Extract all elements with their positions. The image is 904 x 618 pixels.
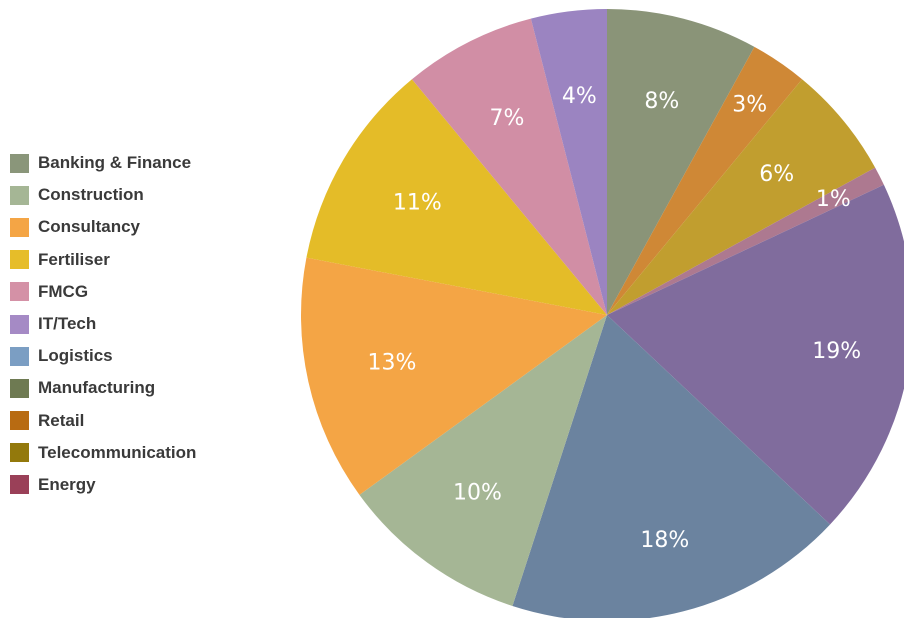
slice-percent-label: 3% (732, 92, 767, 117)
legend-item: FMCG (10, 276, 196, 308)
pie-slice (359, 315, 607, 607)
legend-swatch (10, 282, 29, 302)
legend-item: Manufacturing (10, 372, 196, 404)
legend-item: Retail (10, 405, 196, 437)
legend-swatch (10, 346, 29, 366)
pie-slice (607, 167, 884, 315)
legend-swatch (10, 314, 29, 334)
legend-swatch (10, 443, 29, 463)
legend-label: Consultancy (38, 217, 141, 237)
legend-swatch (10, 217, 29, 237)
legend-item: Construction (10, 179, 196, 211)
legend-label: Manufacturing (38, 378, 156, 398)
legend-item: IT/Tech (10, 308, 196, 340)
pie-slice (301, 257, 607, 495)
legend-swatch (10, 250, 29, 270)
pie-slice (306, 79, 607, 315)
legend-label: FMCG (38, 281, 89, 301)
slice-percent-label: 7% (490, 106, 525, 131)
legend-swatch (10, 475, 29, 495)
pie-slice (607, 9, 755, 315)
chart-legend: Banking & Finance Construction Consultancy… (10, 147, 196, 501)
pie-slice (607, 79, 876, 315)
legend-item: Banking & Finance (10, 147, 196, 179)
pie-slice (607, 184, 904, 525)
legend-label: Retail (38, 410, 85, 430)
pie-slice (512, 315, 831, 618)
pie-slice (411, 18, 607, 315)
legend-label: Telecommunication (38, 442, 197, 462)
legend-label: Fertiliser (38, 249, 110, 269)
legend-swatch (10, 153, 29, 173)
legend-swatch (10, 411, 29, 431)
slice-percent-label: 8% (644, 89, 679, 114)
legend-label: IT/Tech (38, 314, 97, 334)
legend-item: Fertiliser (10, 244, 196, 276)
pie-slice (607, 46, 803, 315)
legend-item: Energy (10, 469, 196, 501)
legend-label: Logistics (38, 346, 113, 366)
legend-label: Energy (38, 474, 96, 494)
pie-slice (530, 9, 607, 315)
legend-item: Logistics (10, 340, 196, 372)
pie-slice-labels: 8% 3% 6% 1% 19% 18% 10% 13% 11% 7% 4% (368, 84, 862, 553)
pie-slices (301, 9, 904, 618)
slice-percent-label: 6% (759, 162, 794, 187)
slice-percent-label: 19% (812, 339, 861, 364)
legend-label: Construction (38, 185, 144, 205)
slice-percent-label: 13% (368, 351, 417, 376)
legend-item: Consultancy (10, 211, 196, 243)
slice-percent-label: 10% (453, 481, 502, 506)
slice-percent-label: 18% (640, 528, 689, 553)
slice-percent-label: 11% (393, 190, 442, 215)
legend-swatch (10, 378, 29, 398)
slice-percent-label: 4% (562, 84, 597, 109)
slice-percent-label: 1% (816, 187, 851, 212)
legend-item: Telecommunication (10, 437, 196, 469)
legend-label: Banking & Finance (38, 153, 192, 173)
legend-swatch (10, 185, 29, 205)
